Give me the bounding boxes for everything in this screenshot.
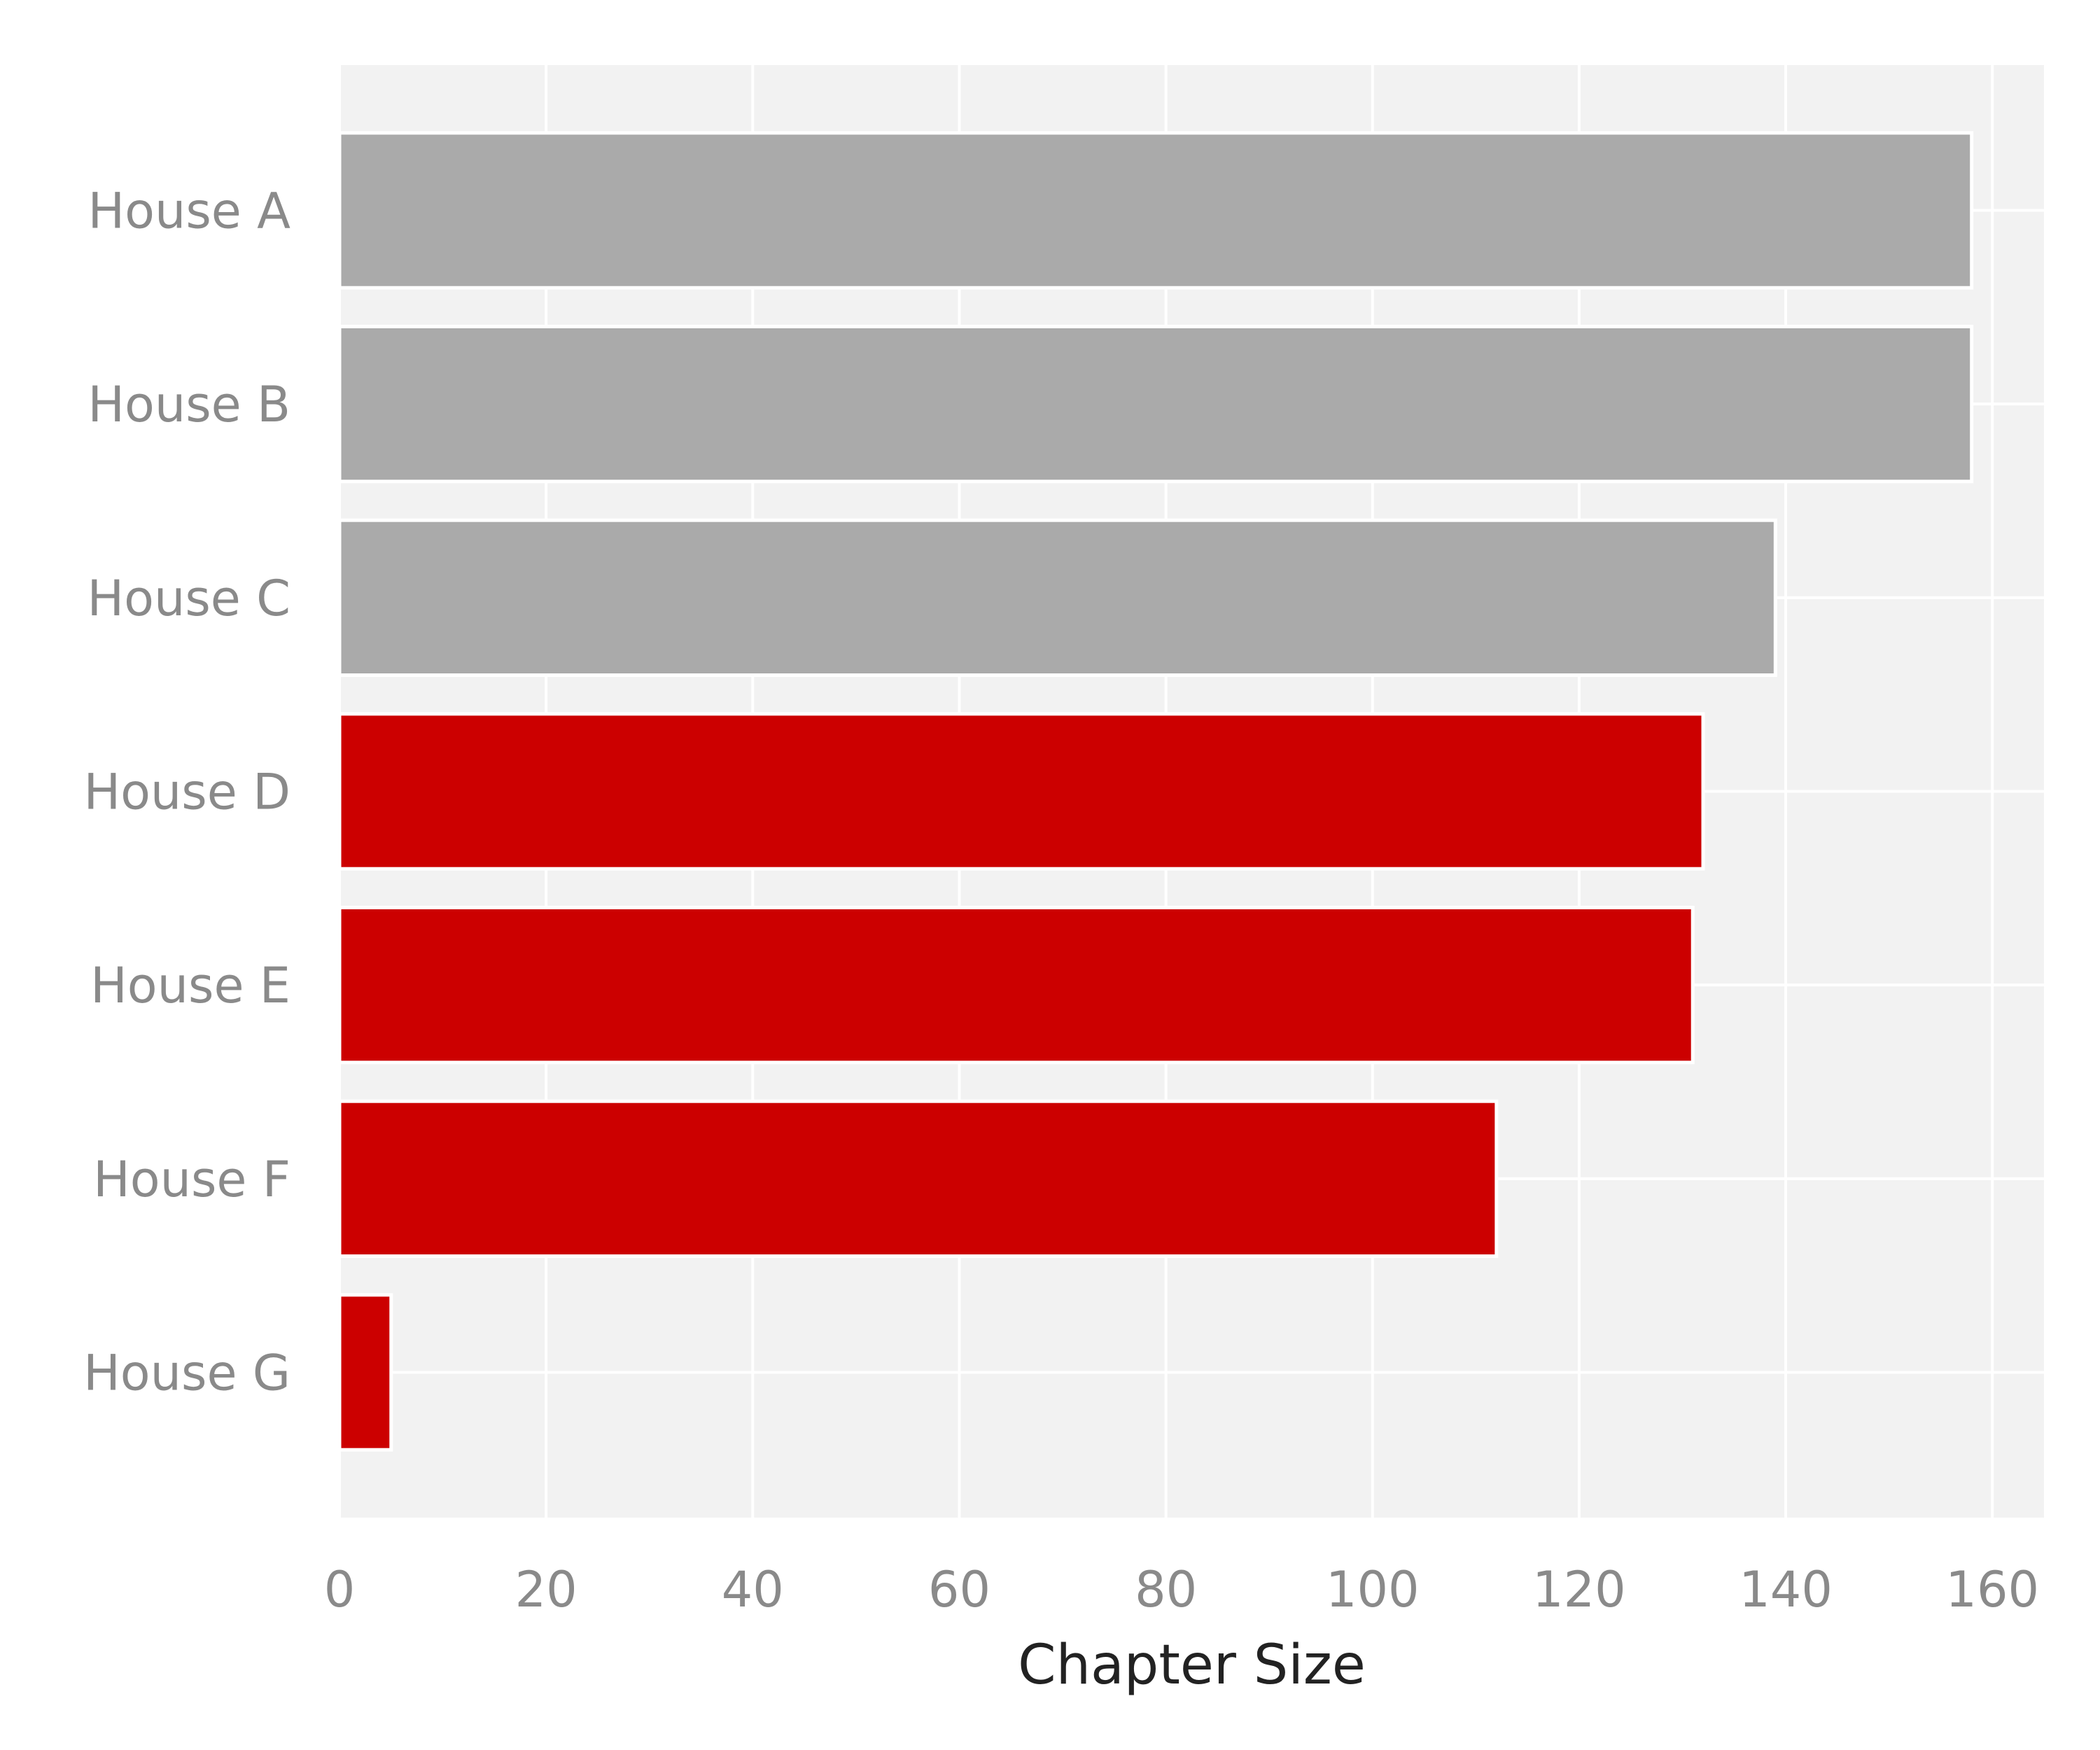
x-tick-label-20: 20 [515,1561,578,1618]
y-tick-label-house-f: House F [93,1151,290,1208]
bar-house-f [337,1099,1499,1258]
bar-house-e [337,906,1695,1065]
x-tick-label-60: 60 [928,1561,990,1618]
y-tick-label-house-b: House B [88,376,290,433]
bar-house-b [337,325,1974,484]
y-tick-label-house-e: House E [90,957,290,1014]
y-tick-label-house-c: House C [88,570,291,627]
x-tick-labels: 0 20 40 60 80 100 120 140 160 [324,1561,2039,1618]
x-tick-label-140: 140 [1739,1561,1833,1618]
bar-house-d [337,712,1705,871]
x-tick-label-40: 40 [722,1561,784,1618]
y-tick-labels: House A House B House C House D House E House… [83,183,290,1402]
x-tick-label-100: 100 [1326,1561,1420,1618]
y-tick-label-house-g: House G [83,1345,290,1402]
bars [337,131,1974,1452]
bar-house-g [337,1293,393,1452]
y-tick-label-house-d: House D [83,764,290,821]
bar-house-c [337,518,1777,678]
x-tick-label-80: 80 [1135,1561,1197,1618]
bar-house-a [337,131,1974,290]
y-tick-label-house-a: House A [88,183,290,240]
x-tick-label-0: 0 [324,1561,356,1618]
x-tick-label-120: 120 [1532,1561,1626,1618]
x-axis-title: Chapter Size [1018,1634,1366,1697]
x-tick-label-160: 160 [1945,1561,2039,1618]
